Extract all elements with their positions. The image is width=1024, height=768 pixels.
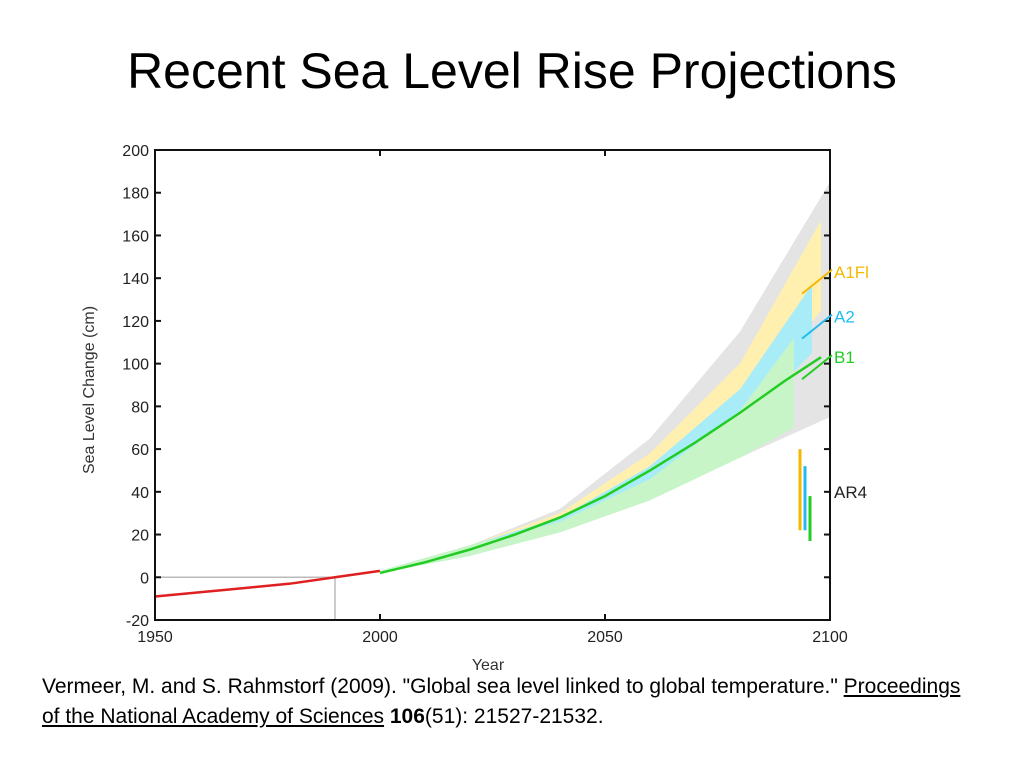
x-tick-label: 1950 [137,629,173,646]
scenario-leader-B1 [801,354,833,381]
citation-pages: (51): 21527-21532. [424,705,604,728]
y-tick-label: 20 [131,528,149,545]
plot-frame [154,149,831,621]
citation-journal-link[interactable]: Proceedings of the National Academy of S… [42,675,961,728]
y-tick-label: 0 [140,570,149,587]
projection-bands [380,182,830,573]
sea-level-chart: -20 0 20 40 60 80 100 120 140 160 180 200 1950 2000 20… [81,143,869,670]
observed-line [154,569,381,598]
band-B1 [380,338,794,573]
x-tick-label: 2000 [362,629,398,646]
y-tick-label: 180 [122,186,149,203]
scenario-leader-A2 [801,313,833,340]
scenario-label-B1: B1 [834,348,855,367]
y-tick-label: 80 [131,399,149,416]
citation-volume: 106 [389,705,425,728]
y-tick-label: 140 [122,271,149,288]
scenario-label-A1Fl: A1Fl [834,263,869,282]
series-lines [154,356,822,620]
x-axis-label: Year [472,657,505,670]
scenario-label-A2: A2 [834,308,855,327]
y-tick-label: 120 [122,314,149,331]
axes: -20 0 20 40 60 80 100 120 140 160 180 200 1950 2000 20… [122,143,848,646]
ar4-label: AR4 [834,483,867,502]
y-tick-label: 160 [122,228,149,245]
slide-title: Recent Sea Level Rise Projections [127,43,897,99]
central-projection-line [379,356,822,575]
y-axis-label: Sea Level Change (cm) [81,306,98,474]
citation: Vermeer, M. and S. Rahmstorf (2009). "Gl… [42,672,982,732]
x-tick-label: 2050 [587,629,623,646]
scenario-leader-A1Fl [801,268,833,295]
citation-authors: Vermeer, M. and S. Rahmstorf (2009). "Gl… [42,675,844,698]
y-tick-label: 100 [122,357,149,374]
y-tick-label: 60 [131,442,149,459]
scenario-labels: A1Fl A2 B1 AR4 [801,263,869,502]
y-tick-label: 200 [122,143,149,160]
y-tick-label: 40 [131,485,149,502]
y-tick-label: -20 [126,613,149,630]
x-tick-label: 2100 [812,629,848,646]
